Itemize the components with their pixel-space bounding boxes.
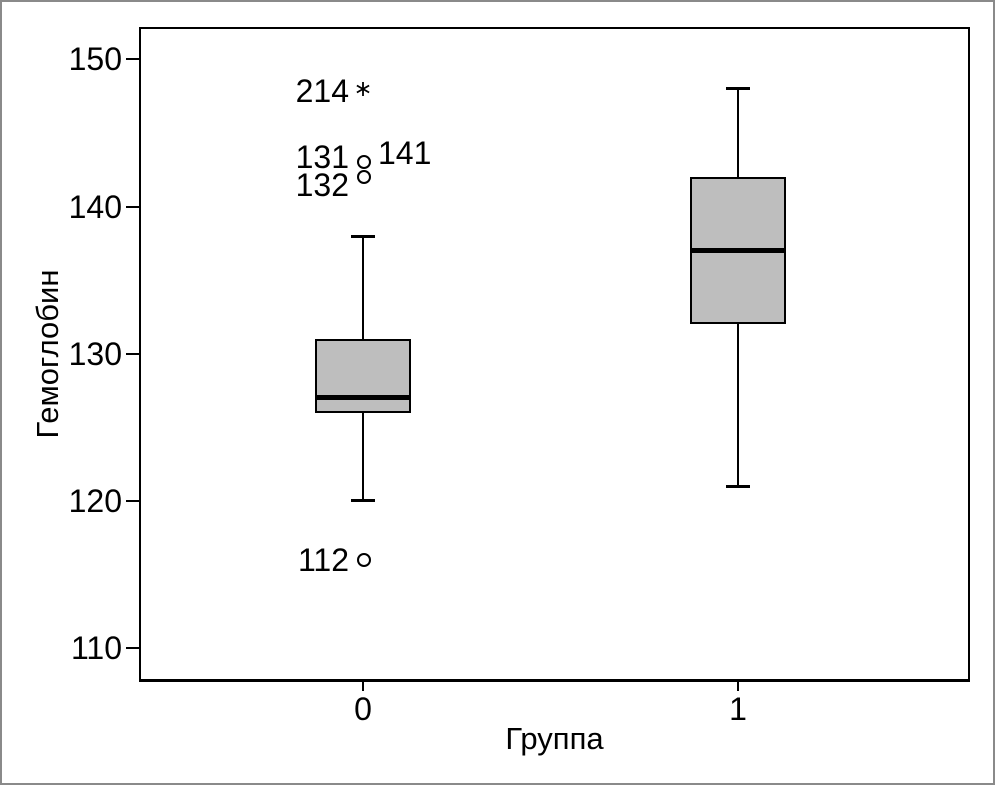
x-tick-label: 0 (354, 691, 372, 727)
x-axis-title: Группа (505, 721, 604, 756)
y-tick-label: 130 (68, 335, 122, 372)
outlier-case-label: 112 (297, 541, 349, 578)
upper-whisker-cap (726, 87, 750, 91)
lower-whisker (362, 412, 364, 501)
y-axis-tick (126, 352, 139, 355)
median-line-group-0 (315, 395, 411, 401)
plot-area (139, 27, 970, 682)
outlier-circle (357, 170, 371, 185)
outlier-circle (357, 552, 371, 567)
y-tick-label: 120 (68, 482, 122, 519)
y-axis-tick (126, 647, 139, 650)
y-axis-tick (126, 499, 139, 502)
lower-whisker (737, 324, 739, 487)
x-axis-tick (362, 682, 364, 691)
median-line-group-1 (690, 248, 786, 254)
y-axis-tick (126, 58, 139, 61)
outlier-case-label: 214 (295, 72, 349, 109)
outlier-case-label: 131 (295, 139, 349, 176)
y-tick-label: 150 (68, 41, 122, 78)
boxplot-box-group-0 (315, 339, 411, 413)
upper-whisker (737, 88, 739, 178)
y-tick-label: 140 (68, 188, 122, 225)
x-tick-label: 1 (729, 691, 747, 727)
x-axis-tick (737, 682, 739, 691)
outlier-circle (357, 155, 371, 170)
outlier-case-label: 141 (378, 135, 432, 172)
y-axis-tick (126, 205, 139, 208)
lower-whisker-cap (351, 499, 375, 503)
upper-whisker-cap (351, 234, 375, 238)
lower-whisker-cap (726, 484, 750, 488)
y-axis-title: Гемоглобин (30, 269, 65, 439)
outlier-case-label: 132 (295, 167, 349, 204)
upper-whisker (362, 236, 364, 340)
outlier-asterisk (355, 81, 371, 97)
y-tick-label: 110 (70, 630, 122, 667)
